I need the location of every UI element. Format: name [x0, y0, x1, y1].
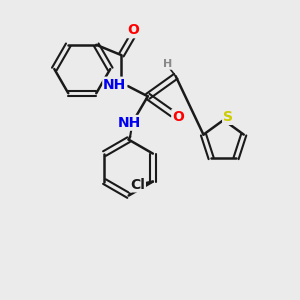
Text: S: S: [223, 110, 233, 124]
Text: O: O: [172, 110, 184, 124]
Text: NH: NH: [118, 116, 141, 130]
Text: O: O: [128, 23, 140, 38]
Text: H: H: [163, 59, 172, 69]
Text: Cl: Cl: [130, 178, 145, 191]
Text: NH: NH: [103, 78, 126, 92]
